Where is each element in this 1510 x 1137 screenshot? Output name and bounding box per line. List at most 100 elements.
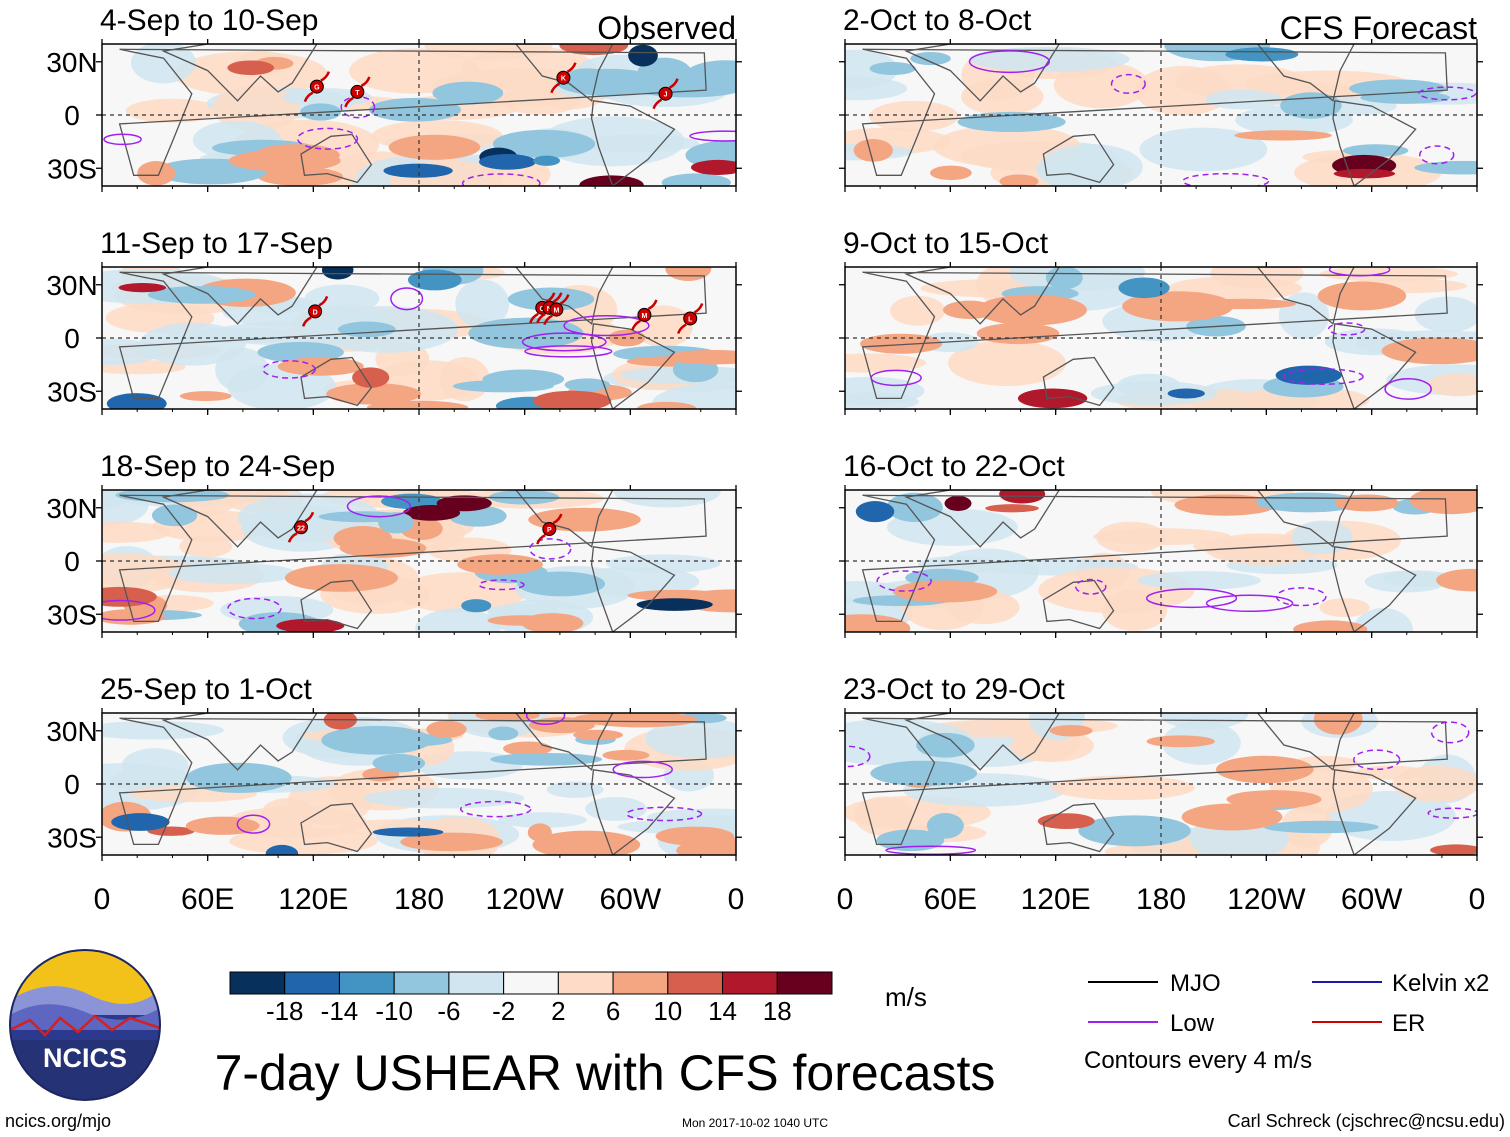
- colorbar: -18 -14 -10 -6 -2 2 6 10 14 18: [229, 971, 833, 1026]
- anomaly-blob: [369, 97, 461, 122]
- y-tick-label: 0: [64, 100, 80, 131]
- map-panel: 22 P: [96, 485, 742, 638]
- anomaly-blob: [1049, 724, 1093, 737]
- colorbar-tick-label: 6: [606, 996, 620, 1026]
- anomaly-blob: [565, 68, 609, 84]
- panel-title: 18-Sep to 24-Sep: [100, 450, 335, 483]
- anomaly-blob: [1349, 79, 1446, 98]
- anomaly-blob: [400, 832, 503, 852]
- coastline: [118, 494, 707, 623]
- colorbar-swatch: [284, 971, 340, 995]
- footer-url[interactable]: ncics.org/mjo: [5, 1111, 111, 1131]
- panel-title: 11-Sep to 17-Sep: [100, 227, 333, 260]
- coastline: [1332, 769, 1417, 855]
- anomaly-blob: [869, 100, 959, 132]
- anomaly-blob: [1414, 160, 1477, 175]
- panel-title: 4-Sep to 10-Sep: [100, 4, 318, 37]
- anomaly-blob: [636, 401, 697, 409]
- colorbar-tick-label: -14: [321, 996, 359, 1026]
- anomaly-blob: [1051, 775, 1195, 801]
- coastline: [1042, 356, 1115, 407]
- anomaly-blob: [265, 844, 299, 855]
- coastline: [1256, 490, 1355, 548]
- anomaly-blob: [845, 614, 911, 632]
- low-contour: [390, 287, 424, 311]
- anomaly-blob: [585, 796, 647, 821]
- low-contour: [521, 332, 607, 352]
- anomaly-blob: [853, 138, 893, 162]
- low-contour: [103, 133, 142, 146]
- y-tick-label: 30S: [47, 822, 97, 853]
- anomaly-blob: [321, 725, 432, 755]
- coastline: [161, 713, 318, 771]
- anomaly-blob: [532, 830, 641, 855]
- anomaly-blob: [349, 48, 480, 94]
- anomaly-blob: [1293, 620, 1368, 632]
- coastline: [861, 494, 1448, 623]
- low-contour: [845, 745, 871, 768]
- anomaly-blob: [1039, 144, 1143, 186]
- shear-field: [102, 490, 736, 632]
- colorbar-tick-label: 10: [653, 996, 682, 1026]
- anomaly-blob: [227, 60, 275, 76]
- colorbar-swatch: [612, 971, 669, 995]
- anomaly-blob: [106, 393, 167, 409]
- legend-label-kelvin: Kelvin x2: [1392, 970, 1489, 997]
- coastline: [1256, 44, 1355, 102]
- anomaly-blob: [1146, 735, 1215, 748]
- anomaly-blob: [1342, 144, 1409, 157]
- anomaly-blob: [1319, 598, 1370, 618]
- storm-marker: T: [344, 76, 371, 108]
- x-tick-label: 0: [94, 883, 111, 916]
- low-contour: [1205, 594, 1294, 613]
- anomaly-blob: [860, 333, 943, 354]
- low-contour: [1419, 145, 1455, 165]
- coastline: [590, 100, 676, 186]
- anomaly-blob: [1174, 494, 1277, 516]
- anomaly-blob: [125, 98, 220, 123]
- map-panel: [839, 708, 1483, 861]
- low-contour: [612, 760, 673, 779]
- storm-label: M: [642, 313, 648, 320]
- anomaly-blob: [855, 501, 895, 523]
- anomaly-blob: [499, 86, 581, 115]
- anomaly-blob: [985, 504, 1039, 513]
- coastline: [1256, 713, 1355, 771]
- anomaly-blob: [503, 741, 553, 756]
- panel-title: 23-Oct to 29-Oct: [843, 673, 1065, 706]
- x-tick-label: 120W: [1227, 883, 1306, 916]
- coastline: [1332, 323, 1417, 409]
- anomaly-blob: [1118, 277, 1170, 299]
- y-tick-label: 30N: [46, 47, 97, 78]
- column-label: CFS Forecast: [1280, 10, 1477, 46]
- coastline: [590, 546, 676, 632]
- anomaly-blob: [455, 279, 510, 329]
- low-contour: [227, 597, 282, 620]
- anomaly-blob: [388, 134, 481, 160]
- low-contour: [1145, 588, 1238, 609]
- anomaly-blob: [102, 586, 157, 607]
- anomaly-blob: [1135, 66, 1232, 116]
- anomaly-blob: [378, 512, 414, 534]
- anomaly-blob: [1392, 765, 1477, 802]
- x-tick-label: 120E: [278, 883, 348, 916]
- shear-field: [845, 44, 1477, 186]
- coastline: [1042, 802, 1115, 853]
- coastline: [1332, 546, 1417, 632]
- low-contour: [870, 369, 922, 387]
- colorbar-tick-label: -18: [266, 996, 304, 1026]
- colorbar-tick-label: 18: [763, 996, 792, 1026]
- low-contour: [625, 806, 703, 822]
- shear-field: [845, 713, 1477, 855]
- coastline: [1256, 267, 1355, 325]
- low-contour: [1275, 587, 1327, 607]
- anomaly-blob: [284, 564, 399, 592]
- anomaly-blob: [628, 44, 658, 67]
- storm-marker: 22: [287, 511, 315, 543]
- map-panel: [96, 708, 742, 861]
- x-tick-label: 60W: [1341, 883, 1403, 916]
- coastline: [161, 490, 318, 548]
- coastline: [161, 44, 318, 102]
- anomaly-blob: [948, 340, 1066, 387]
- anomaly-blob: [363, 787, 525, 809]
